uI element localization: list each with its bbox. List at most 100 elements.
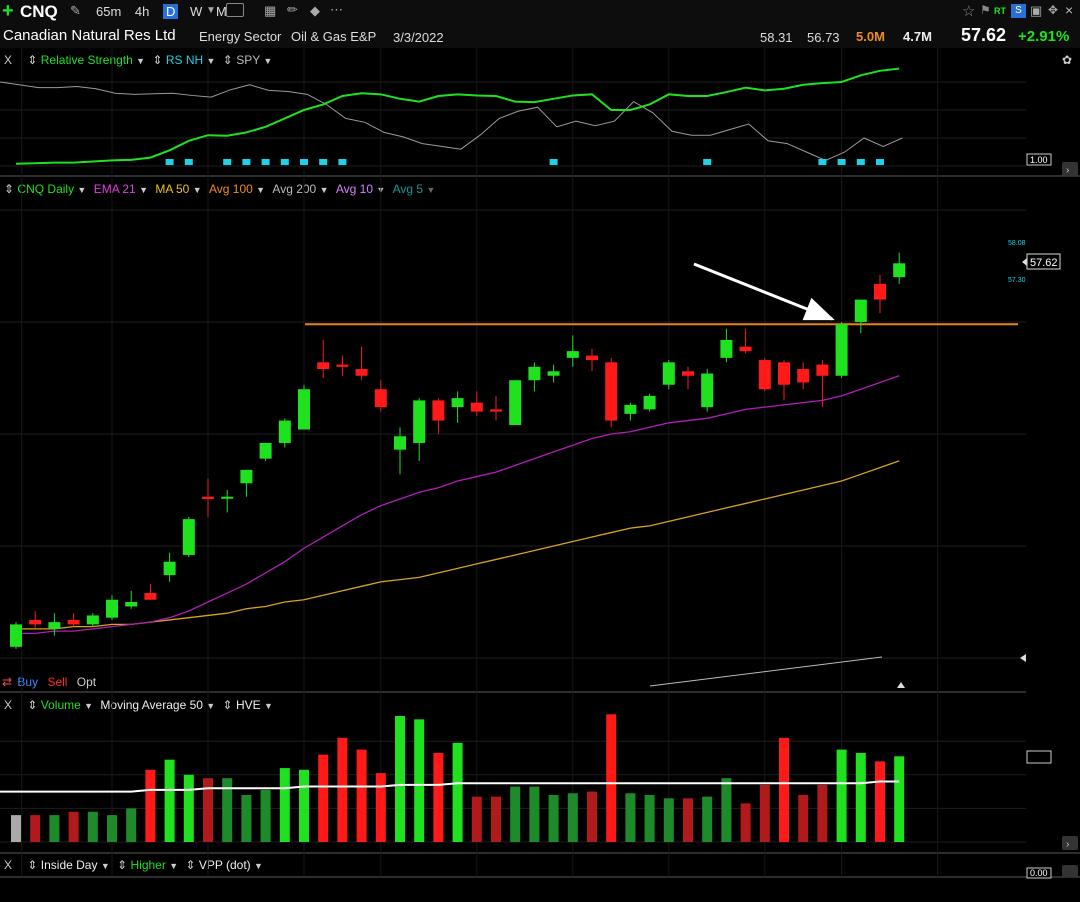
low-tag: 57.30 — [1008, 277, 1026, 284]
close-chart-icon[interactable]: × — [1065, 2, 1074, 18]
ma50-label[interactable]: MA 50 — [155, 182, 190, 196]
vpp-label[interactable]: VPP (dot) — [198, 858, 251, 872]
order-arrows-icon[interactable]: ⇄ — [2, 675, 13, 689]
insideday-move-icon[interactable]: ⇕ — [27, 858, 38, 872]
rs-close-button[interactable]: X — [4, 53, 13, 67]
higher-chevron-icon[interactable]: ▼ — [169, 861, 179, 871]
annotation-arrow[interactable] — [693, 262, 835, 321]
higher-move-icon[interactable]: ⇕ — [117, 858, 128, 872]
industry-label[interactable]: Oil & Gas E&P — [291, 29, 377, 44]
volume-bar — [337, 737, 348, 842]
share-icon[interactable]: ⋯ — [330, 2, 343, 17]
vpp-chevron-icon[interactable]: ▼ — [254, 861, 263, 871]
insideday-chevron-icon[interactable]: ▼ — [100, 861, 110, 871]
timeframe-m[interactable]: M — [215, 4, 227, 19]
rsnh-chevron-icon[interactable]: ▼ — [206, 56, 216, 66]
dropdown-chevron-icon[interactable]: ▼ — [206, 5, 216, 16]
spy-move-icon[interactable]: ⇕ — [222, 53, 233, 67]
ema21-chevron-icon[interactable]: ▼ — [139, 185, 148, 195]
comment-icon[interactable]: ◆ — [310, 3, 320, 18]
avg5-label[interactable]: Avg 5 — [392, 182, 424, 196]
volume-scroll-arrow-icon[interactable]: › — [1066, 839, 1069, 850]
symbol-label[interactable]: CNQ — [20, 2, 58, 21]
volume-bar — [510, 786, 521, 842]
buy-button[interactable]: Buy — [17, 675, 39, 689]
avg100-chevron-icon[interactable]: ▼ — [256, 185, 266, 195]
save-icon[interactable]: ▣ — [1030, 3, 1043, 18]
insideday-label[interactable]: Inside Day — [40, 858, 98, 872]
avg10-label[interactable]: Avg 10 — [335, 182, 373, 196]
volume-chevron-icon[interactable]: ▼ — [84, 701, 94, 711]
rs-label[interactable]: Relative Strength — [40, 53, 133, 67]
rsnh-label[interactable]: RS NH — [165, 53, 204, 67]
candle-body — [643, 395, 656, 410]
ma50-chevron-icon[interactable]: ▼ — [192, 185, 202, 195]
volume-ma-line — [0, 780, 900, 793]
layout-grid-icon[interactable]: ▦ — [264, 3, 277, 18]
volume-bar — [414, 719, 425, 842]
bottom-close-button[interactable]: X — [4, 858, 13, 872]
avg100-label[interactable]: Avg 100 — [208, 182, 253, 196]
rs-move-icon[interactable]: ⇕ — [27, 53, 38, 67]
volume-label[interactable]: Volume — [40, 698, 81, 712]
hve-move-icon[interactable]: ⇕ — [222, 698, 233, 712]
rsnh-move-icon[interactable]: ⇕ — [152, 53, 163, 67]
vma50-chevron-icon[interactable]: ▼ — [206, 701, 216, 711]
rs-chevron-icon[interactable]: ▼ — [136, 56, 146, 66]
vpp-move-icon[interactable]: ⇕ — [185, 858, 196, 872]
avg200-chevron-icon[interactable]: ▼ — [319, 185, 329, 195]
candle-body — [48, 622, 61, 629]
daily-label[interactable]: CNQ Daily — [17, 182, 75, 196]
spy-label[interactable]: SPY — [236, 53, 260, 67]
chart-type-icon[interactable] — [226, 3, 244, 17]
palette-icon[interactable]: ✿ — [1062, 53, 1073, 67]
add-symbol-icon[interactable]: + — [2, 0, 14, 22]
alert-flag-icon[interactable]: ⚑ — [980, 3, 991, 17]
hve-chevron-icon[interactable]: ▼ — [263, 701, 273, 711]
timeframe-65m[interactable]: 65m — [96, 4, 122, 19]
avg5-chevron-icon[interactable]: ▼ — [426, 185, 436, 195]
rs-scroll-button[interactable] — [1062, 162, 1078, 176]
candle-body — [240, 469, 253, 484]
volume-move-icon[interactable]: ⇕ — [27, 698, 38, 712]
volume-bars — [11, 714, 905, 842]
sector-label[interactable]: Energy Sector — [199, 29, 282, 44]
bottom-panel-header: X ⇕ Inside Day ▼ ⇕ Higher ▼ ⇕ VPP (dot) … — [4, 858, 263, 872]
volume-bar — [683, 798, 693, 842]
timeframe-w[interactable]: W — [190, 4, 203, 19]
timeframe-d[interactable]: D — [163, 4, 179, 19]
candle-body — [854, 299, 867, 322]
sector-badge-icon[interactable]: S — [1011, 4, 1026, 18]
candle-body — [182, 519, 195, 555]
candle-body — [278, 420, 291, 443]
flag-icon[interactable]: ✎ — [70, 3, 81, 18]
price-move-icon[interactable]: ⇕ — [4, 182, 15, 196]
spy-chevron-icon[interactable]: ▼ — [263, 56, 273, 66]
timeframe-4h[interactable]: 4h — [134, 4, 150, 19]
hve-label[interactable]: HVE — [235, 698, 261, 712]
rs-marker: 1.00 — [1030, 155, 1048, 165]
volume-bar — [759, 784, 770, 842]
rs-nh-dot — [837, 159, 846, 165]
rs-nh-dot — [319, 159, 328, 165]
vma50-label[interactable]: Moving Average 50 — [100, 698, 203, 712]
candle-body — [432, 400, 445, 421]
options-button[interactable]: Opt — [76, 675, 97, 689]
draw-pencil-icon[interactable]: ✏ — [287, 2, 298, 17]
volume-scroll-button[interactable] — [1062, 836, 1078, 850]
collapse-triangle-icon[interactable] — [897, 682, 905, 688]
avg200-label[interactable]: Avg 200 — [272, 182, 317, 196]
ema21-label[interactable]: EMA 21 — [93, 182, 136, 196]
rs-scroll-arrow-icon[interactable]: › — [1066, 165, 1069, 176]
volume-bar — [779, 737, 789, 842]
daily-chevron-icon[interactable]: ▼ — [77, 185, 87, 195]
bottom-scroll-button[interactable] — [1062, 865, 1078, 877]
volume-bar — [87, 811, 98, 842]
volume-bar — [356, 749, 367, 842]
window-menu-icon[interactable]: ✥ — [1048, 3, 1059, 17]
volume-close-button[interactable]: X — [4, 698, 13, 712]
higher-label[interactable]: Higher — [130, 858, 166, 872]
star-icon[interactable]: ☆ — [962, 3, 976, 20]
sell-button[interactable]: Sell — [47, 675, 68, 689]
